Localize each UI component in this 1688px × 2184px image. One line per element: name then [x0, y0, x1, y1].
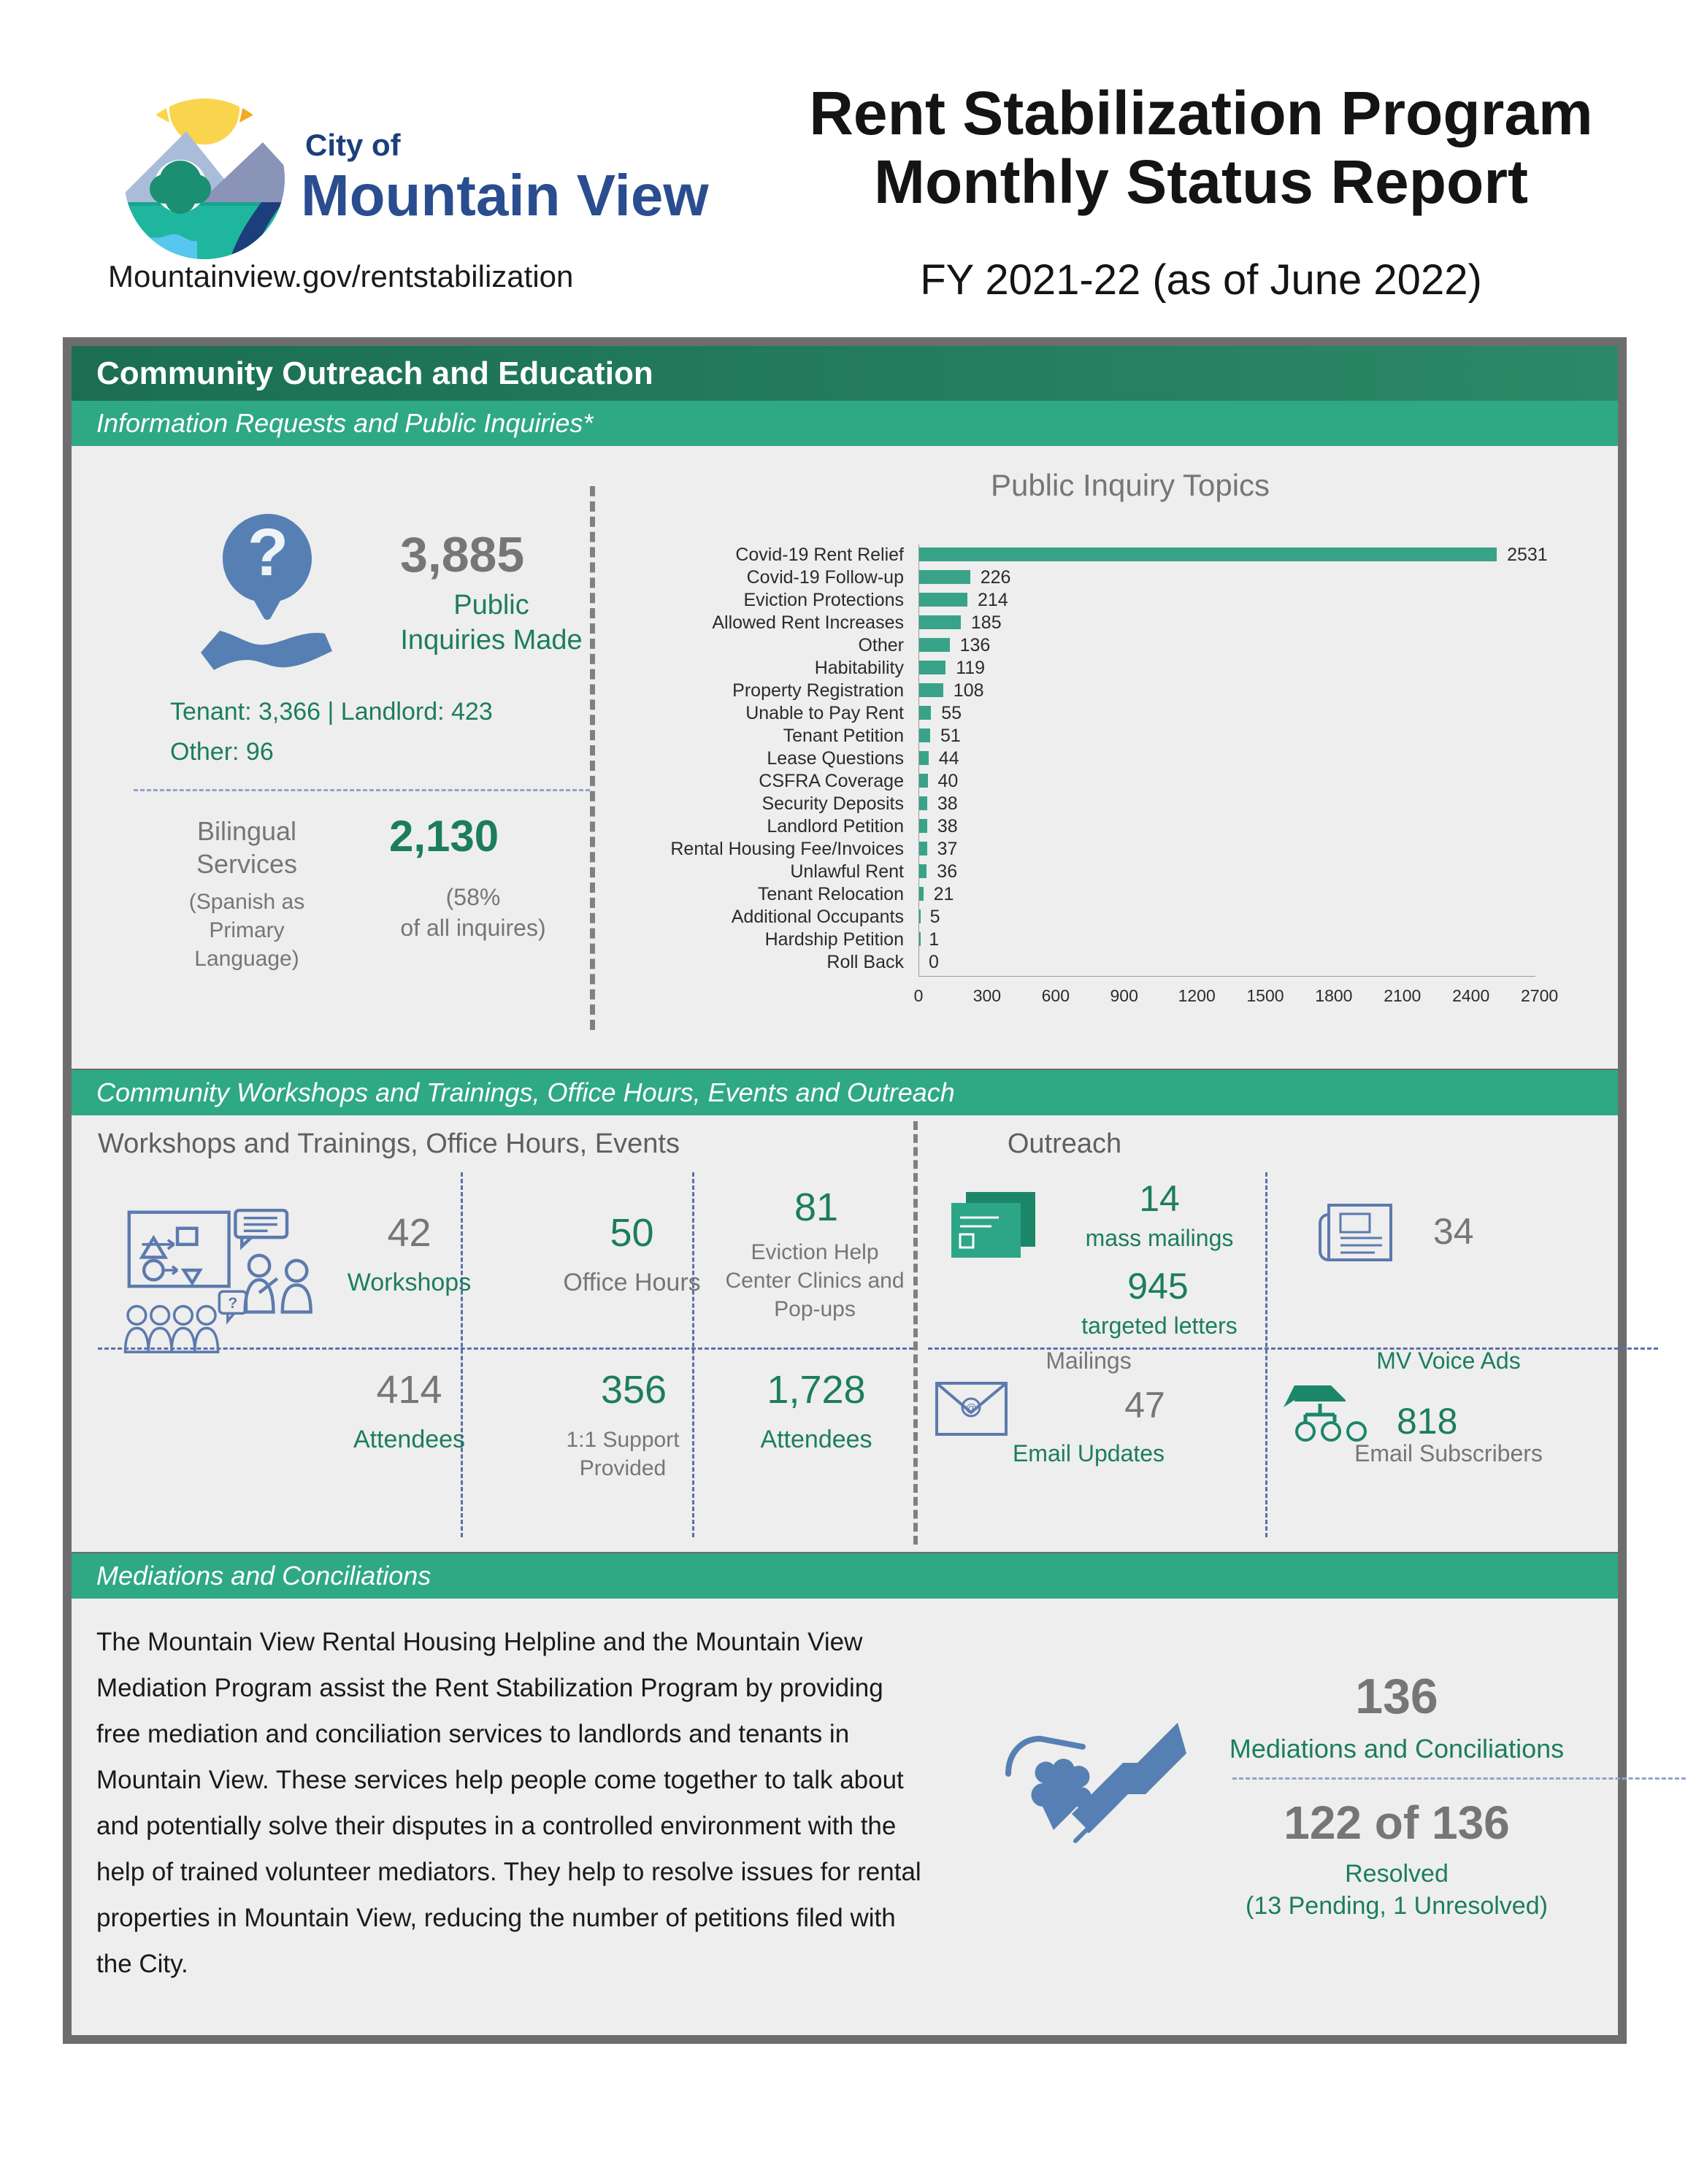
svg-text:?: ?	[248, 515, 288, 590]
svg-text:@: @	[965, 1402, 976, 1415]
svg-text:?: ?	[228, 1295, 237, 1312]
